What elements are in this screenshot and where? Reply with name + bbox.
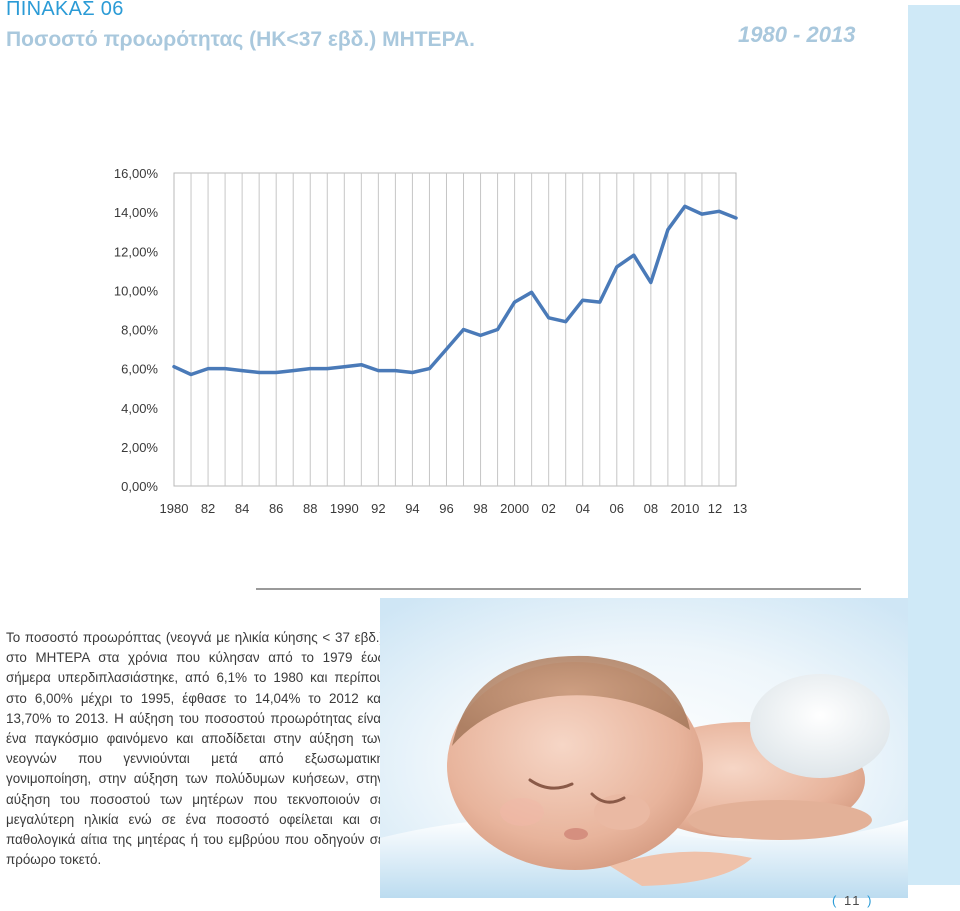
y-tick-label: 12,00% [114, 244, 159, 259]
x-tick-label: 82 [201, 501, 215, 516]
y-tick-label: 2,00% [121, 440, 158, 455]
y-axis-labels: 0,00% 2,00% 4,00% 6,00% 8,00% 10,00% 12,00% 14,… [114, 166, 159, 494]
y-tick-label: 0,00% [121, 479, 158, 494]
x-tick-label: 02 [541, 501, 555, 516]
side-color-band [908, 5, 960, 885]
y-tick-label: 4,00% [121, 401, 158, 416]
year-range: 1980 - 2013 [738, 22, 856, 47]
x-tick-label: 96 [439, 501, 453, 516]
x-tick-label: 08 [644, 501, 658, 516]
chart-subtitle: Ποσοστό προωρότητας (ΗΚ<37 εβδ.) ΜΗΤΕΡΑ. [6, 28, 476, 51]
series-line [172, 204, 738, 377]
y-tick-label: 6,00% [121, 362, 158, 377]
sleeping-baby-photo [380, 598, 908, 898]
x-tick-label: 04 [575, 501, 589, 516]
x-tick-label: 1990 [330, 501, 359, 516]
plot-frame [173, 172, 737, 487]
x-tick-label: 2010 [670, 501, 699, 516]
x-tick-label: 84 [235, 501, 249, 516]
section-divider [256, 588, 861, 590]
chart-grid [173, 172, 737, 487]
y-tick-label: 14,00% [114, 205, 159, 220]
caption-text: Το ποσοστό προωρόπτας (νεογνά με ηλικία … [6, 630, 384, 868]
x-tick-label: 13 [733, 501, 747, 516]
y-tick-label: 8,00% [121, 323, 158, 338]
x-tick-label: 88 [303, 501, 317, 516]
x-tick-label: 98 [473, 501, 487, 516]
y-tick-label: 10,00% [114, 283, 159, 298]
series-layer [172, 204, 738, 377]
x-axis-labels: 1980 82 84 86 88 1990 92 94 96 98 2000 02 04 06 08 2010… [160, 501, 748, 516]
page-number: ( 11 ) [832, 893, 874, 908]
x-tick-label: 1980 [160, 501, 189, 516]
x-tick-label: 94 [405, 501, 419, 516]
line-chart: 0,00% 2,00% 4,00% 6,00% 8,00% 10,00% 12,00% 14,… [114, 166, 748, 516]
x-tick-label: 12 [708, 501, 722, 516]
y-tick-label: 16,00% [114, 166, 159, 181]
table-label: ΠΙΝΑΚΑΣ 06 [6, 0, 124, 20]
x-tick-label: 2000 [500, 501, 529, 516]
x-tick-label: 06 [610, 501, 624, 516]
x-tick-label: 86 [269, 501, 283, 516]
x-tick-label: 92 [371, 501, 385, 516]
page-number-value: 11 [843, 893, 862, 908]
